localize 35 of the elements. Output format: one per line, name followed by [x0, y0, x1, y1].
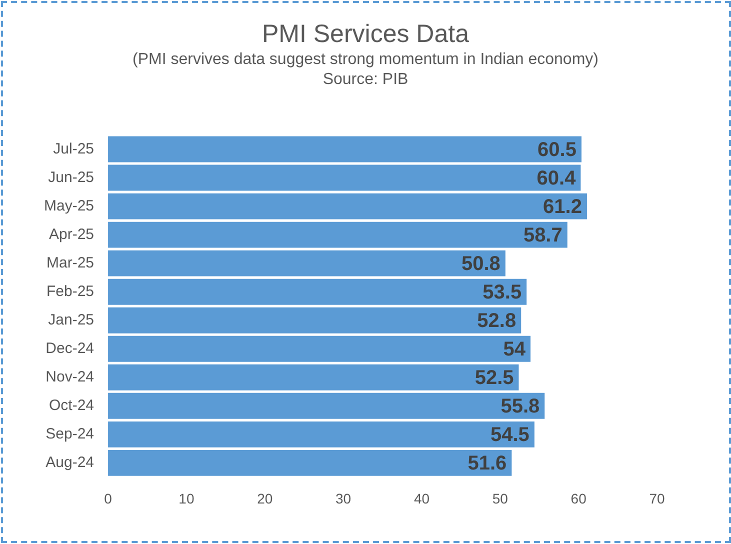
x-tick-label: 0	[104, 490, 112, 506]
data-label: 54	[503, 338, 526, 360]
y-tick-label: Apr-25	[48, 226, 94, 243]
data-label: 60.5	[538, 138, 576, 161]
data-label: 55.8	[500, 395, 540, 418]
data-label: 50.8	[461, 252, 500, 275]
source-note: Source: PIB	[322, 71, 410, 89]
y-tick-label: Feb-25	[46, 282, 94, 300]
data-label: 51.6	[468, 452, 507, 474]
data-label: 58.7	[523, 224, 562, 246]
data-label: 52.5	[474, 366, 514, 389]
x-tick-label: 60	[570, 490, 587, 506]
x-tick-label: 70	[649, 490, 665, 506]
y-tick-label: Jan-25	[48, 312, 94, 328]
y-tick-label: Nov-24	[46, 368, 94, 386]
x-tick-label: 20	[257, 490, 273, 506]
data-label: 61.2	[543, 196, 582, 218]
chart-subtitle: (PMI servives data suggest strong momentum in Indian economy)	[132, 51, 600, 69]
x-tick-label: 40	[414, 490, 430, 506]
y-tick-label: May-25	[44, 197, 94, 214]
y-tick-label: Oct-24	[49, 397, 94, 414]
y-tick-label: Mar-25	[46, 254, 94, 272]
data-label: 60.4	[536, 167, 577, 190]
data-label: 53.5	[482, 281, 522, 304]
x-tick-label: 50	[492, 490, 508, 506]
chart-title: PMI Services Data	[260, 20, 470, 49]
y-tick-label: Dec-24	[46, 340, 94, 358]
x-tick-label: 30	[336, 490, 352, 506]
y-tick-label: Jul-25	[53, 140, 94, 158]
x-tick-label: 10	[178, 490, 194, 506]
data-label: 52.8	[477, 310, 516, 332]
y-tick-label: Jun-25	[48, 168, 94, 186]
y-tick-label: Aug-24	[46, 454, 94, 472]
data-label: 54.5	[490, 424, 530, 446]
y-tick-label: Sep-24	[46, 426, 94, 443]
